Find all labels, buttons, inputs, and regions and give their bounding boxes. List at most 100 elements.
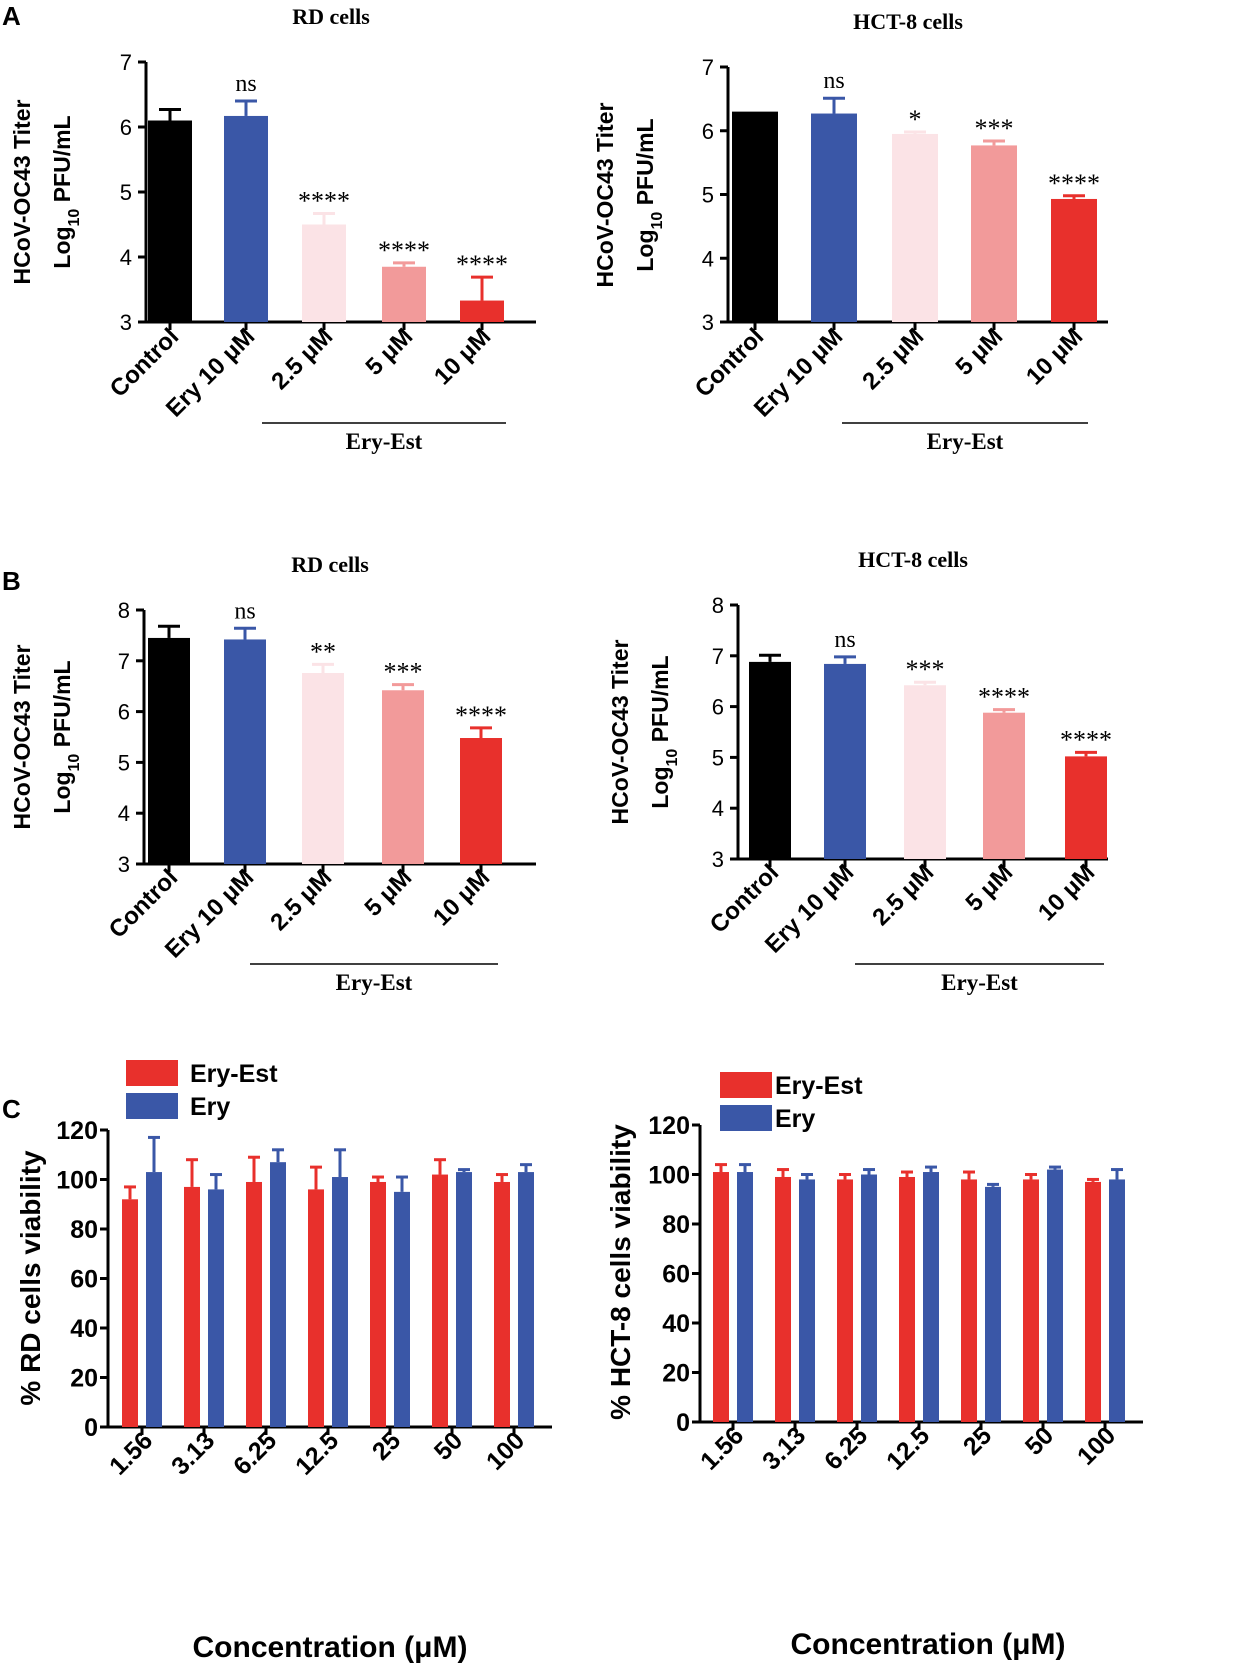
y-axis-title-line2: Log10 PFU/mL	[49, 115, 83, 268]
x-tick-label: 10 μM	[429, 323, 496, 390]
chart-title: HCT-8 cells	[853, 9, 963, 34]
bar-ery-est-2	[246, 1181, 262, 1427]
bar-ery-est-4	[370, 1181, 386, 1427]
x-tick-label: 12.5	[881, 1421, 935, 1475]
bar-ery-4	[985, 1186, 1001, 1422]
bar-1	[224, 639, 266, 864]
y-axis-title-line2: Log10 PFU/mL	[632, 118, 666, 271]
bar-0	[749, 661, 791, 859]
bar-ery-6	[1109, 1179, 1125, 1422]
bar-ery-2	[861, 1174, 877, 1422]
y-tick-label: 100	[648, 1162, 690, 1190]
x-tick-label: 5 μM	[359, 864, 417, 922]
y-tick-label: 7	[118, 649, 130, 674]
y-tick-label: 40	[662, 1310, 690, 1338]
y-tick-label: 40	[70, 1315, 98, 1343]
x-tick-label: 3.13	[757, 1421, 811, 1475]
significance-label: ns	[823, 68, 844, 94]
bar-2	[904, 685, 946, 859]
x-tick-label: 12.5	[290, 1426, 344, 1480]
bar-1	[824, 663, 866, 859]
y-tick-label: 3	[118, 852, 130, 877]
significance-label: ****	[978, 683, 1030, 712]
group-label: Ery-Est	[336, 970, 413, 995]
y-tick-label: 0	[84, 1414, 98, 1442]
significance-label: ****	[1048, 169, 1100, 198]
significance-label: ****	[456, 250, 508, 279]
bar-ery-1	[799, 1179, 815, 1422]
y-axis-title-log: Log	[49, 771, 75, 813]
y-tick-label: 100	[56, 1167, 98, 1195]
x-tick-label: 2.5 μM	[867, 859, 939, 931]
significance-label: ***	[906, 655, 945, 684]
bar-3	[971, 145, 1017, 322]
y-axis-title-unit: PFU/mL	[647, 655, 673, 748]
x-tick-label: 100	[481, 1426, 530, 1475]
bar-4	[1051, 198, 1097, 322]
y-tick-label: 60	[662, 1261, 690, 1289]
y-tick-label: 6	[120, 115, 132, 140]
y-tick-label: 7	[120, 50, 132, 75]
bar-ery-3	[332, 1177, 348, 1427]
bar-ery-est-1	[775, 1176, 791, 1422]
bar-ery-est-5	[432, 1174, 448, 1427]
panel-letter-a: A	[2, 1, 21, 31]
bar-ery-est-4	[961, 1179, 977, 1422]
y-tick-label: 3	[120, 310, 132, 335]
y-tick-label: 6	[702, 119, 714, 144]
group-label: Ery-Est	[941, 970, 1018, 995]
bar-ery-est-0	[122, 1199, 138, 1427]
significance-label: ns	[234, 598, 255, 624]
y-axis-title-line2: Log10 PFU/mL	[49, 660, 83, 813]
x-tick-label: 1.56	[695, 1421, 749, 1475]
x-axis-title: Concentration (μM)	[193, 1631, 468, 1664]
chart-title: RD cells	[292, 4, 370, 29]
y-axis-title-unit: PFU/mL	[49, 115, 75, 208]
legend-label: Ery	[190, 1093, 230, 1121]
y-tick-label: 4	[118, 801, 130, 826]
legend-label: Ery	[775, 1105, 815, 1133]
y-tick-label: 8	[118, 598, 130, 623]
x-tick-label: 10 μM	[428, 864, 495, 931]
y-tick-label: 60	[70, 1266, 98, 1294]
x-tick-label: Control	[690, 323, 769, 402]
x-tick-label: 6.25	[228, 1426, 282, 1480]
group-label: Ery-Est	[346, 429, 423, 454]
y-axis-title-log: Log	[647, 766, 673, 808]
y-tick-label: 4	[120, 245, 132, 270]
significance-label: **	[310, 637, 336, 666]
y-tick-label: 3	[702, 310, 714, 335]
bar-ery-est-0	[713, 1172, 729, 1422]
x-tick-label: 2.5 μM	[266, 323, 338, 395]
bar-3	[983, 712, 1025, 859]
significance-label: ****	[298, 186, 350, 215]
bar-4	[460, 738, 502, 864]
x-tick-label: 3.13	[166, 1426, 220, 1480]
x-tick-label: 100	[1072, 1421, 1121, 1470]
bar-ery-1	[208, 1189, 224, 1427]
bar-ery-0	[737, 1172, 753, 1422]
y-axis-title-log: Log	[49, 226, 75, 268]
x-tick-label: 50	[1020, 1421, 1059, 1460]
y-tick-label: 120	[648, 1112, 690, 1140]
x-tick-label: 2.5 μM	[857, 323, 929, 395]
significance-label: ns	[834, 627, 855, 653]
y-tick-label: 120	[56, 1117, 98, 1145]
y-axis-title-line1: HCoV-OC43 Titer	[607, 640, 633, 825]
x-tick-label: 5 μM	[950, 323, 1008, 381]
y-tick-label: 5	[702, 183, 714, 208]
bar-ery-est-3	[899, 1176, 915, 1422]
bar-ery-est-6	[1085, 1181, 1101, 1422]
x-tick-label: 6.25	[819, 1421, 873, 1475]
y-axis-title-unit: PFU/mL	[49, 660, 75, 753]
y-tick-label: 5	[120, 180, 132, 205]
y-axis-title-line1: HCoV-OC43 Titer	[592, 103, 618, 288]
y-axis-title-sub: 10	[66, 754, 83, 772]
y-axis-title-sub: 10	[664, 749, 681, 767]
x-tick-label: 25	[958, 1421, 998, 1461]
legend-swatch-ery	[720, 1105, 772, 1131]
chart-title: RD cells	[291, 552, 369, 577]
